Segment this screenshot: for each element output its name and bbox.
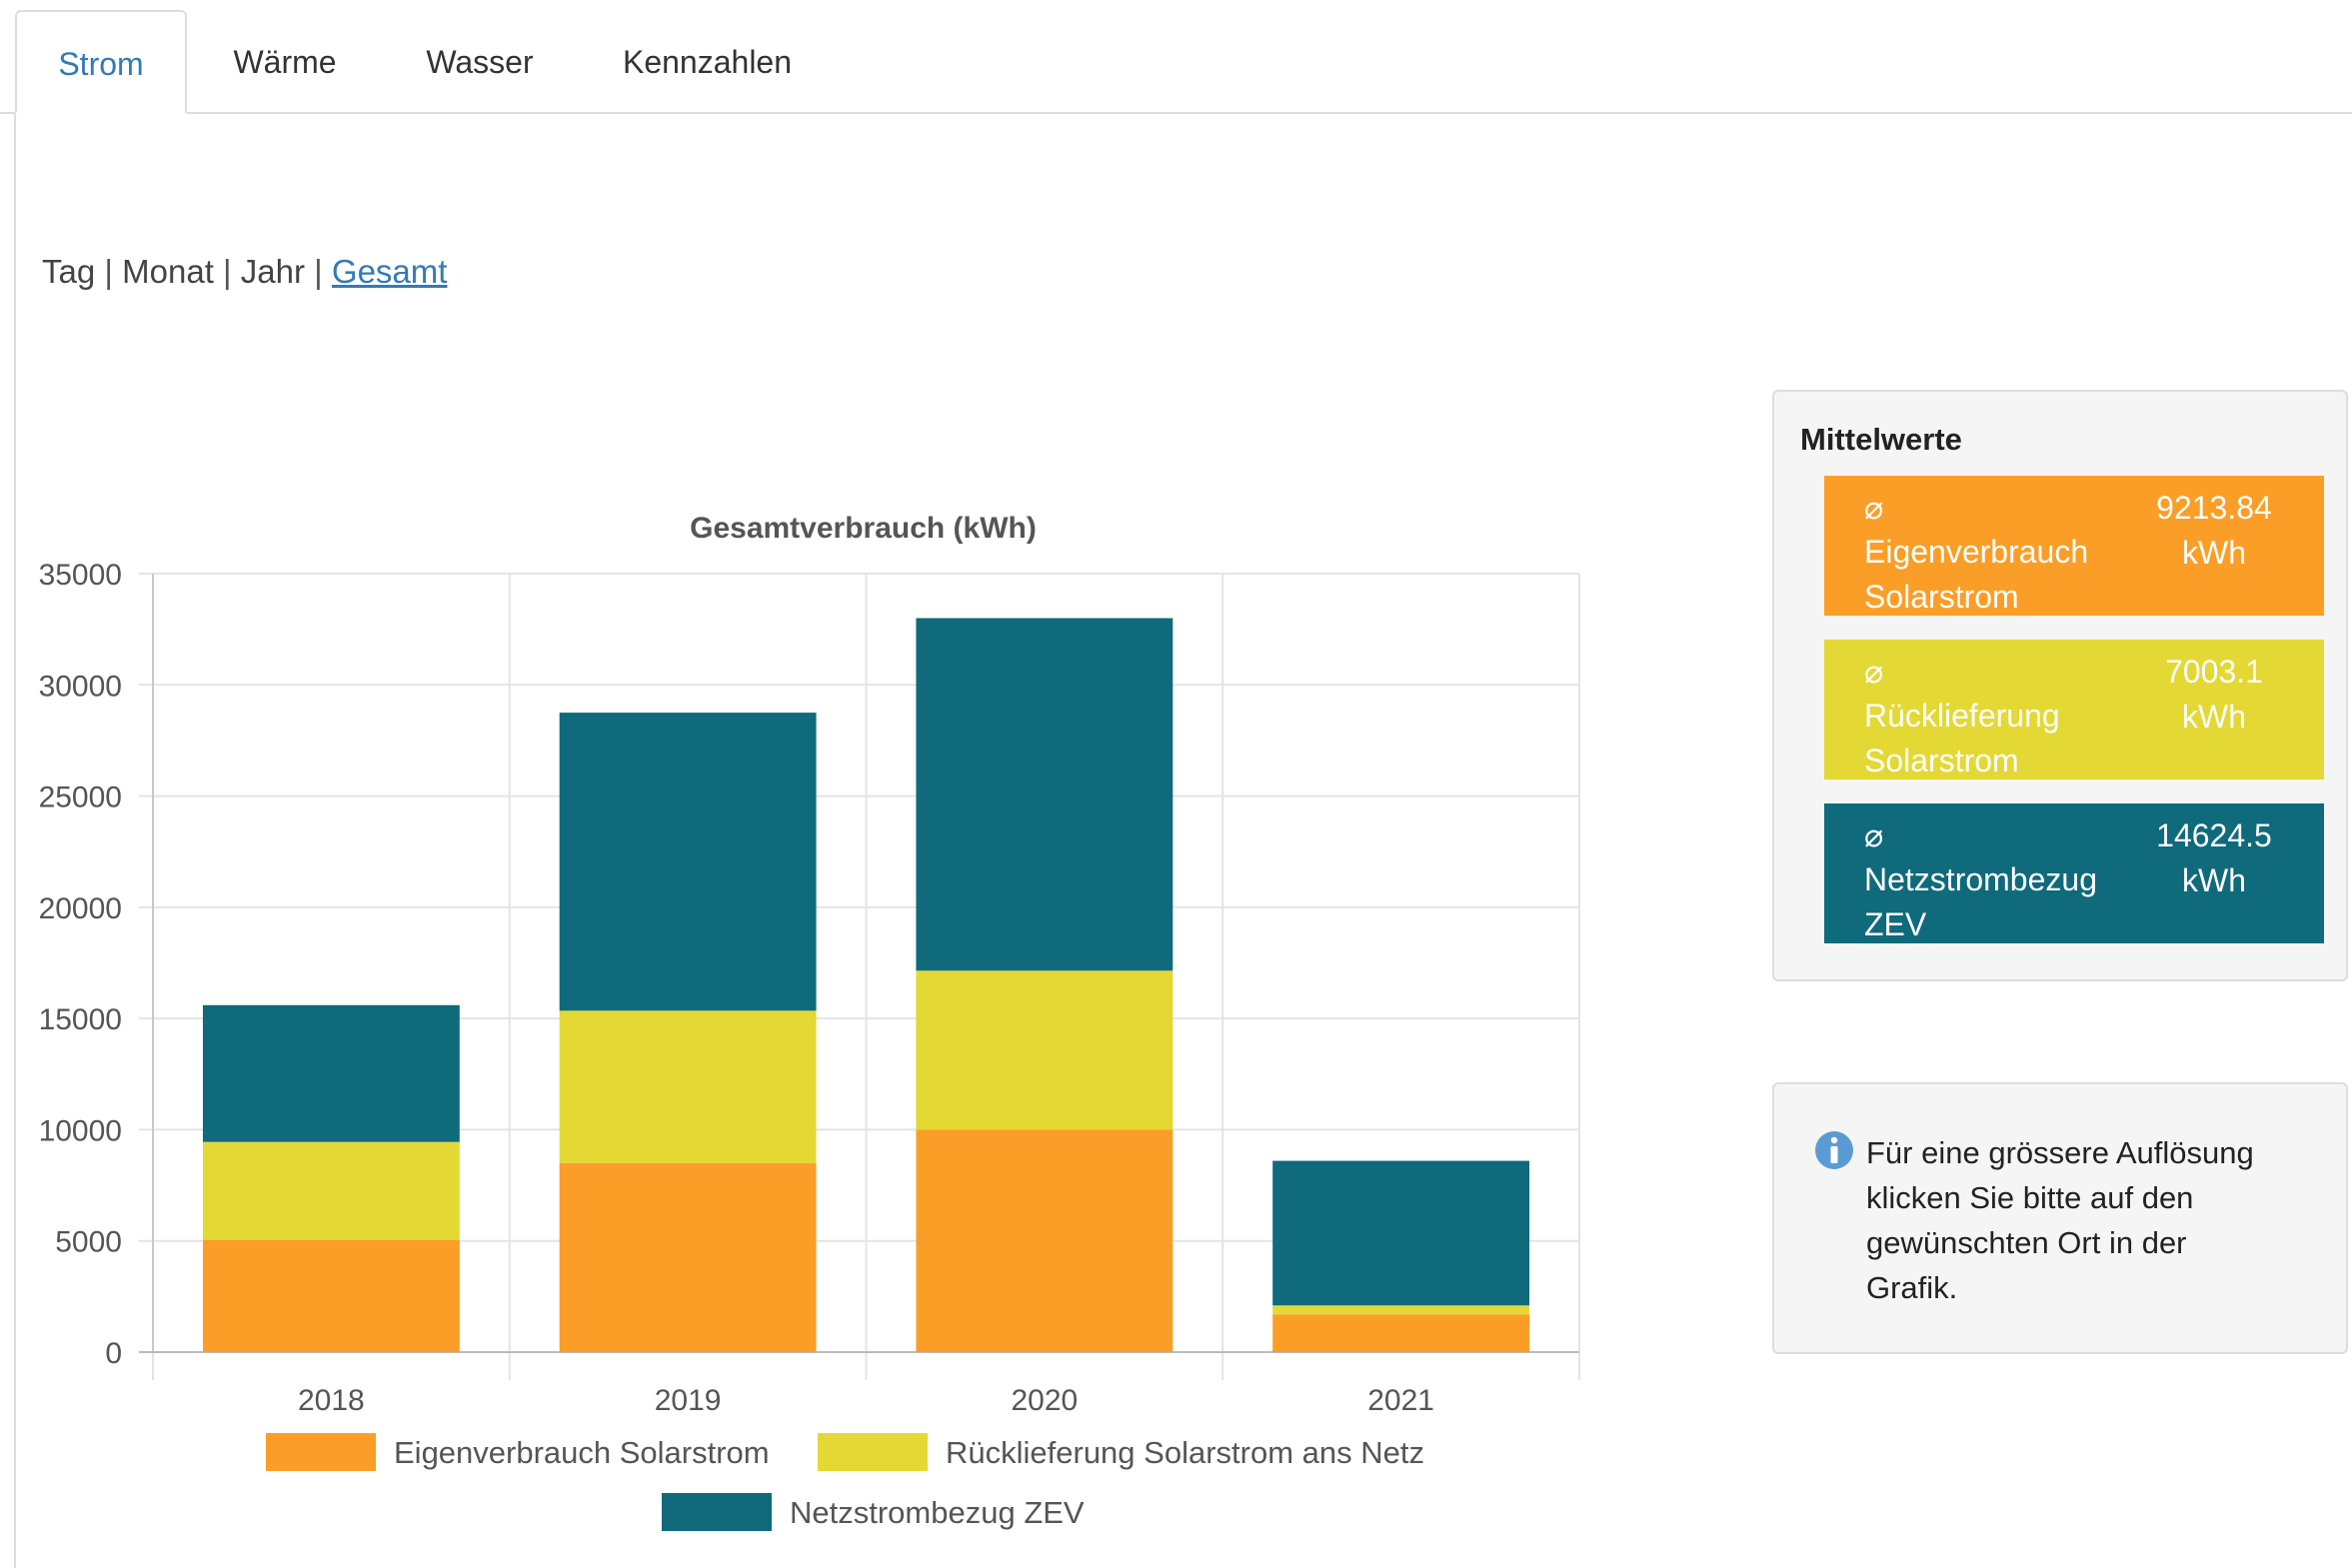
bar-segment — [1272, 1160, 1530, 1306]
tab-strom[interactable]: Strom — [15, 10, 187, 114]
y-tick-label: 35000 — [39, 559, 122, 592]
average-ruecklieferung: ⌀ Rücklieferung Solarstrom 7003.1 kWh — [1824, 640, 2324, 780]
info-panel: Für eine grössere Auflösung klicken Sie … — [1772, 1082, 2348, 1354]
bar-segment — [916, 1129, 1174, 1352]
range-tag[interactable]: Tag — [42, 253, 96, 290]
y-tick-label: 30000 — [39, 670, 122, 703]
panel-border — [14, 114, 16, 1568]
bar-segment — [1272, 1305, 1530, 1315]
bar-segment — [202, 1141, 460, 1240]
tab-wasser[interactable]: Wasser — [426, 44, 534, 80]
average-netzstrom: ⌀ Netzstrombezug ZEV 14624.5 kWh — [1824, 803, 2324, 943]
y-tick-label: 15000 — [39, 1003, 122, 1036]
legend-swatch — [266, 1433, 376, 1471]
tab-kennzahlen[interactable]: Kennzahlen — [622, 44, 793, 80]
bar-segment — [916, 618, 1174, 971]
bar-segment — [202, 1004, 460, 1142]
legend-swatch — [818, 1433, 928, 1471]
legend-label: Eigenverbrauch Solarstrom — [394, 1435, 770, 1470]
averages-panel: Mittelwerte ⌀ Eigenverbrauch Solarstrom … — [1772, 390, 2348, 981]
range-separator: | — [104, 253, 113, 290]
average-value: 7003.1 kWh — [2165, 654, 2263, 735]
y-tick-label: 5000 — [55, 1226, 122, 1259]
tab-bar: Strom Wärme Wasser Kennzahlen — [0, 0, 2352, 114]
total-consumption-chart[interactable]: Gesamtverbrauch (kWh) 0 5000 10000 15000 2000… — [0, 480, 1649, 1568]
average-value: 9213.84 kWh — [2156, 490, 2272, 571]
range-separator: | — [223, 253, 232, 290]
y-tick-label: 25000 — [39, 782, 122, 814]
average-symbol: ⌀ — [1864, 654, 1884, 690]
x-tick-label: 2019 — [655, 1384, 722, 1417]
info-icon — [1815, 1131, 1853, 1169]
averages-title: Mittelwerte — [1800, 422, 1962, 457]
bar-segment — [1272, 1314, 1530, 1352]
info-text: Für eine grössere Auflösung klicken Sie … — [1866, 1135, 2254, 1305]
y-tick-label: 20000 — [39, 892, 122, 925]
range-separator: | — [314, 253, 323, 290]
average-label: Netzstrombezug ZEV — [1864, 861, 2097, 942]
chart-title: Gesamtverbrauch (kWh) — [690, 512, 1037, 545]
bar-segment — [916, 970, 1174, 1130]
bar-segment — [202, 1239, 460, 1352]
average-symbol: ⌀ — [1864, 817, 1884, 853]
bar-segment — [559, 1010, 817, 1163]
y-tick-label: 10000 — [39, 1114, 122, 1147]
y-tick-label: 0 — [105, 1337, 122, 1370]
average-value: 14624.5 kWh — [2156, 817, 2272, 898]
tab-divider — [0, 112, 2352, 114]
bar-segment — [559, 1162, 817, 1352]
bar-segment — [559, 713, 817, 1011]
range-selector: Tag | Monat | Jahr | Gesamt — [42, 253, 447, 291]
tab-waerme[interactable]: Wärme — [233, 44, 337, 80]
average-label: Eigenverbrauch Solarstrom — [1864, 534, 2089, 615]
x-tick-label: 2018 — [298, 1384, 365, 1417]
legend-swatch — [662, 1493, 772, 1531]
legend-label: Netzstrombezug ZEV — [790, 1495, 1085, 1530]
average-eigenverbrauch: ⌀ Eigenverbrauch Solarstrom 9213.84 kWh — [1824, 476, 2324, 616]
average-symbol: ⌀ — [1864, 490, 1884, 526]
range-monat[interactable]: Monat — [122, 253, 214, 290]
range-jahr[interactable]: Jahr — [240, 253, 305, 290]
x-tick-label: 2021 — [1367, 1384, 1434, 1417]
average-label: Rücklieferung Solarstrom — [1864, 698, 2060, 779]
legend-label: Rücklieferung Solarstrom ans Netz — [946, 1435, 1424, 1470]
x-tick-label: 2020 — [1012, 1384, 1079, 1417]
range-gesamt[interactable]: Gesamt — [331, 253, 448, 290]
